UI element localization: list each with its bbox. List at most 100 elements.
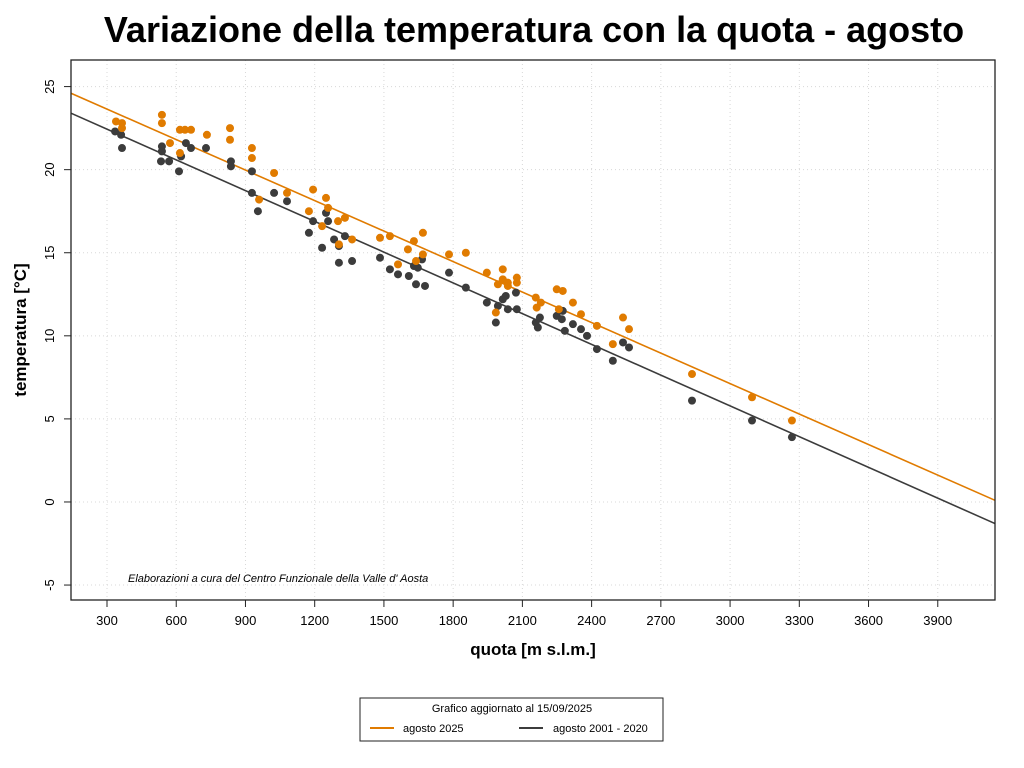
data-point-agosto-2001-2020	[413, 263, 422, 272]
data-points	[111, 110, 796, 442]
data-point-agosto-2001-2020	[226, 162, 235, 171]
y-axis-label: temperatura [°C]	[11, 263, 30, 396]
data-point-agosto-2025	[512, 278, 521, 287]
data-point-agosto-2001-2020	[348, 257, 357, 266]
data-point-agosto-2025	[493, 280, 502, 289]
data-point-agosto-2001-2020	[330, 235, 339, 244]
data-point-agosto-2025	[491, 308, 500, 317]
data-point-agosto-2025	[445, 250, 453, 259]
data-point-agosto-2001-2020	[511, 288, 520, 297]
x-tick-label: 1800	[439, 613, 468, 628]
data-point-agosto-2025	[340, 213, 349, 222]
x-tick-label: 1200	[300, 613, 329, 628]
data-point-agosto-2001-2020	[334, 258, 343, 267]
data-point-agosto-2025	[181, 125, 189, 134]
data-point-agosto-2001-2020	[491, 318, 500, 327]
data-point-agosto-2001-2020	[503, 305, 512, 314]
data-point-agosto-2001-2020	[304, 228, 313, 237]
data-point-agosto-2025	[304, 207, 313, 216]
x-tick-label: 2700	[646, 613, 675, 628]
data-point-agosto-2025	[787, 416, 796, 425]
data-point-agosto-2001-2020	[187, 144, 195, 153]
x-tick-label: 3600	[854, 613, 883, 628]
data-point-agosto-2001-2020	[385, 265, 394, 274]
data-point-agosto-2025	[318, 222, 327, 231]
data-point-agosto-2001-2020	[318, 243, 327, 252]
y-tick-label: 0	[42, 498, 57, 505]
data-point-agosto-2001-2020	[117, 130, 126, 139]
data-point-agosto-2001-2020	[482, 298, 491, 307]
data-point-agosto-2025	[157, 110, 166, 119]
data-point-agosto-2001-2020	[461, 283, 470, 292]
x-tick-label: 300	[96, 613, 118, 628]
data-point-agosto-2025	[309, 185, 318, 194]
legend-label-agosto-2001-2020: agosto 2001 - 2020	[553, 723, 648, 735]
data-point-agosto-2025	[322, 193, 330, 202]
data-point-agosto-2001-2020	[175, 167, 183, 176]
y-tick-label: 25	[42, 79, 57, 93]
data-point-agosto-2025	[175, 149, 184, 158]
data-point-agosto-2025	[409, 237, 418, 246]
x-axis: 300 600 900 1200 1500 1800 2100 2400 2700 3000 330…	[96, 600, 952, 628]
data-point-agosto-2025	[619, 313, 627, 322]
y-axis: -5 0 5 10 15 20 25	[42, 79, 71, 591]
x-tick-label: 3900	[923, 613, 952, 628]
plot-frame	[70, 59, 996, 601]
y-tick-label: 5	[42, 415, 57, 422]
data-point-agosto-2025	[226, 124, 234, 133]
data-point-agosto-2001-2020	[394, 270, 402, 279]
y-tick-label: 20	[42, 162, 57, 176]
y-tick-label: -5	[42, 579, 57, 591]
data-point-agosto-2001-2020	[512, 305, 521, 314]
data-point-agosto-2025	[418, 250, 427, 259]
data-point-agosto-2001-2020	[445, 268, 453, 277]
data-point-agosto-2025	[482, 268, 491, 277]
data-point-agosto-2001-2020	[270, 188, 279, 197]
data-point-agosto-2001-2020	[157, 147, 166, 156]
data-point-agosto-2001-2020	[165, 157, 174, 166]
data-point-agosto-2001-2020	[376, 253, 384, 262]
y-tick-label: 15	[42, 246, 57, 260]
data-point-agosto-2025	[202, 130, 211, 139]
data-point-agosto-2025	[334, 240, 343, 249]
data-point-agosto-2001-2020	[421, 281, 429, 290]
data-point-agosto-2025	[385, 232, 394, 241]
data-point-agosto-2025	[334, 217, 342, 226]
data-point-agosto-2001-2020	[568, 320, 577, 329]
data-point-agosto-2025	[247, 154, 256, 163]
data-point-agosto-2001-2020	[111, 127, 120, 136]
data-point-agosto-2025	[255, 195, 264, 204]
data-point-agosto-2025	[577, 310, 585, 319]
data-point-agosto-2025	[348, 235, 357, 244]
data-point-agosto-2001-2020	[324, 217, 333, 226]
data-point-agosto-2025	[166, 139, 174, 148]
data-point-agosto-2025	[552, 285, 561, 294]
data-point-agosto-2001-2020	[619, 338, 627, 347]
data-point-agosto-2001-2020	[608, 356, 617, 365]
data-point-agosto-2025	[324, 203, 333, 212]
data-point-agosto-2001-2020	[118, 144, 126, 153]
data-point-agosto-2001-2020	[592, 345, 601, 354]
data-point-agosto-2001-2020	[533, 323, 542, 332]
x-tick-label: 1500	[369, 613, 398, 628]
data-point-agosto-2001-2020	[404, 272, 413, 280]
y-tick-label: 10	[42, 329, 57, 343]
credit-annotation: Elaborazioni a cura del Centro Funzional…	[128, 573, 428, 585]
chart-title: Variazione della temperatura con la quot…	[104, 9, 964, 50]
data-point-agosto-2025	[592, 321, 601, 330]
x-tick-label: 3300	[785, 613, 814, 628]
data-point-agosto-2025	[247, 144, 256, 153]
data-point-agosto-2001-2020	[493, 301, 502, 310]
data-point-agosto-2025	[498, 265, 507, 274]
data-point-agosto-2001-2020	[247, 188, 256, 197]
x-tick-label: 3000	[716, 613, 745, 628]
x-tick-label: 2100	[508, 613, 537, 628]
data-point-agosto-2025	[503, 281, 512, 290]
data-point-agosto-2025	[112, 117, 120, 126]
trend-line-agosto-2001-2020	[70, 112, 996, 525]
data-point-agosto-2025	[187, 125, 195, 134]
data-point-agosto-2025	[118, 124, 126, 133]
data-point-agosto-2025	[558, 286, 567, 295]
data-point-agosto-2025	[461, 248, 470, 257]
